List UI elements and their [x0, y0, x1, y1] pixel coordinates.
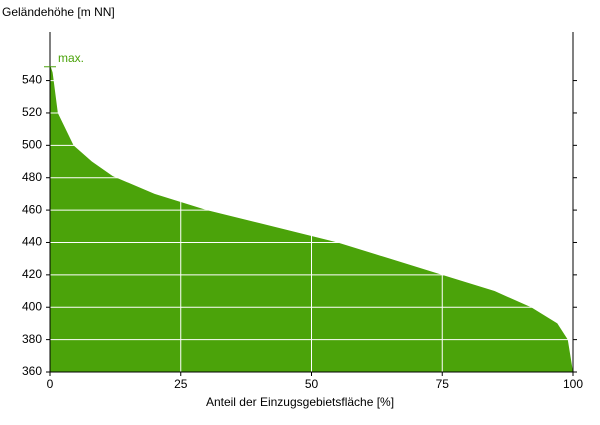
chart-title: Geländehöhe [m NN]	[2, 5, 115, 19]
y-tick-label: 440	[22, 235, 42, 249]
x-tick-label: 50	[305, 377, 319, 391]
x-tick-label: 25	[174, 377, 188, 391]
annotation: max.	[58, 51, 84, 65]
y-tick-label: 480	[22, 170, 42, 184]
y-tick-label: 380	[22, 332, 42, 346]
x-tick-label: 0	[47, 377, 54, 391]
y-tick-label: 500	[22, 138, 42, 152]
y-tick-label: 540	[22, 73, 42, 87]
y-tick-label: 360	[22, 364, 42, 378]
x-tick-label: 75	[436, 377, 450, 391]
x-tick-label: 100	[563, 377, 583, 391]
y-tick-label: 460	[22, 202, 42, 216]
y-tick-label: 400	[22, 299, 42, 313]
x-axis-label: Anteil der Einzugsgebietsfläche [%]	[206, 395, 394, 409]
y-tick-label: 520	[22, 105, 42, 119]
y-tick-label: 420	[22, 267, 42, 281]
